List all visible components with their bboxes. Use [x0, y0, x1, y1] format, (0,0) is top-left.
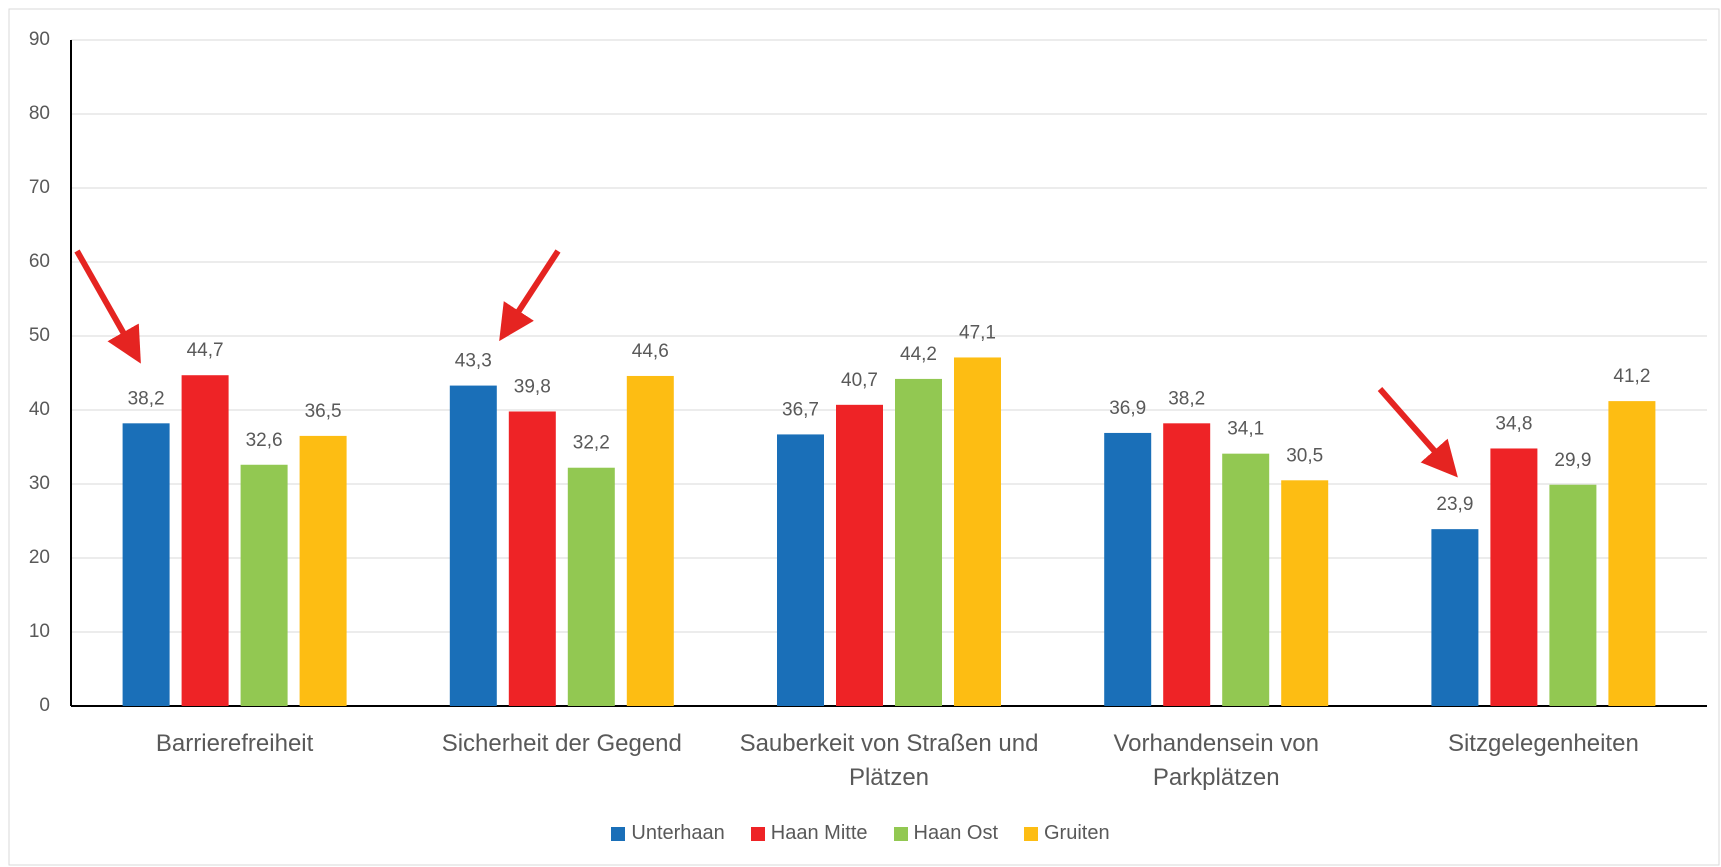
bar [1222, 453, 1270, 706]
legend: Unterhaan Haan Mitte Haan Ost Gruiten [0, 822, 1721, 845]
legend-label: Haan Mitte [770, 822, 868, 844]
bar [836, 404, 883, 706]
legend-item: Haan Ost [893, 822, 998, 845]
legend-label: Gruiten [1044, 822, 1110, 844]
y-tick-label: 80 [29, 103, 50, 124]
bar [895, 378, 942, 706]
legend-swatch [893, 826, 908, 841]
data-label: 41,2 [1613, 366, 1650, 387]
data-label: 32,6 [246, 430, 283, 451]
legend-item: Gruiten [1024, 822, 1110, 845]
x-tick-label: Sicherheit der Gegend [441, 730, 682, 757]
data-label: 44,7 [187, 340, 224, 361]
y-tick-label: 40 [29, 399, 50, 420]
y-tick-label: 90 [29, 29, 50, 50]
data-label: 29,9 [1554, 450, 1591, 471]
bar [1163, 423, 1211, 706]
y-tick-label: 0 [39, 695, 50, 716]
legend-label: Unterhaan [631, 822, 725, 844]
legend-swatch [1024, 826, 1038, 841]
x-tick-label: Vorhandensein von Parkplätzen [1113, 730, 1319, 791]
data-label: 23,9 [1436, 494, 1473, 515]
bar [626, 375, 674, 706]
y-tick-label: 30 [29, 473, 50, 494]
y-tick-label: 20 [29, 547, 50, 568]
bar [1549, 484, 1597, 706]
data-label: 39,8 [514, 376, 551, 397]
data-label: 44,2 [900, 344, 937, 365]
data-label: 40,7 [841, 370, 878, 391]
data-label: 38,2 [128, 388, 165, 409]
data-label: 36,9 [1109, 398, 1146, 419]
bar [299, 435, 347, 706]
legend-label: Haan Ost [913, 822, 998, 844]
bar [1104, 432, 1152, 706]
y-tick-label: 10 [29, 621, 50, 642]
legend-swatch [750, 826, 765, 841]
bar [1608, 401, 1656, 706]
arrow [74, 249, 141, 364]
bar [777, 434, 824, 706]
bar [1431, 529, 1479, 706]
data-label: 34,8 [1495, 413, 1532, 434]
bar [181, 375, 229, 706]
data-label: 36,5 [305, 401, 342, 422]
legend-swatch [611, 826, 626, 841]
bar [1281, 480, 1329, 706]
chart-frame [8, 8, 1720, 866]
legend-item: Haan Mitte [750, 822, 868, 845]
bar [567, 467, 615, 706]
data-label: 47,1 [959, 322, 996, 343]
y-tick-label: 70 [29, 177, 50, 198]
y-tick-label: 60 [29, 251, 50, 272]
bar [954, 357, 1001, 706]
x-tick-label: Sitzgelegenheiten [1447, 730, 1639, 757]
bar [122, 423, 170, 706]
arrow [499, 249, 561, 342]
bar [449, 385, 497, 706]
bar [508, 411, 556, 706]
x-tick-label: Sauberkeit von Straßen und Plätzen [739, 730, 1039, 791]
data-label: 43,3 [455, 351, 492, 372]
data-label: 32,2 [573, 433, 610, 454]
data-label: 36,7 [782, 399, 819, 420]
arrow [1377, 387, 1458, 478]
data-label: 34,1 [1227, 419, 1264, 440]
data-label: 38,2 [1168, 388, 1205, 409]
legend-item: Unterhaan [611, 822, 725, 845]
x-tick-label: Barrierefreiheit [155, 730, 314, 757]
bar [1490, 448, 1538, 706]
bar [240, 464, 288, 706]
data-label: 44,6 [632, 341, 669, 362]
y-tick-label: 50 [29, 325, 50, 346]
data-label: 30,5 [1286, 445, 1323, 466]
